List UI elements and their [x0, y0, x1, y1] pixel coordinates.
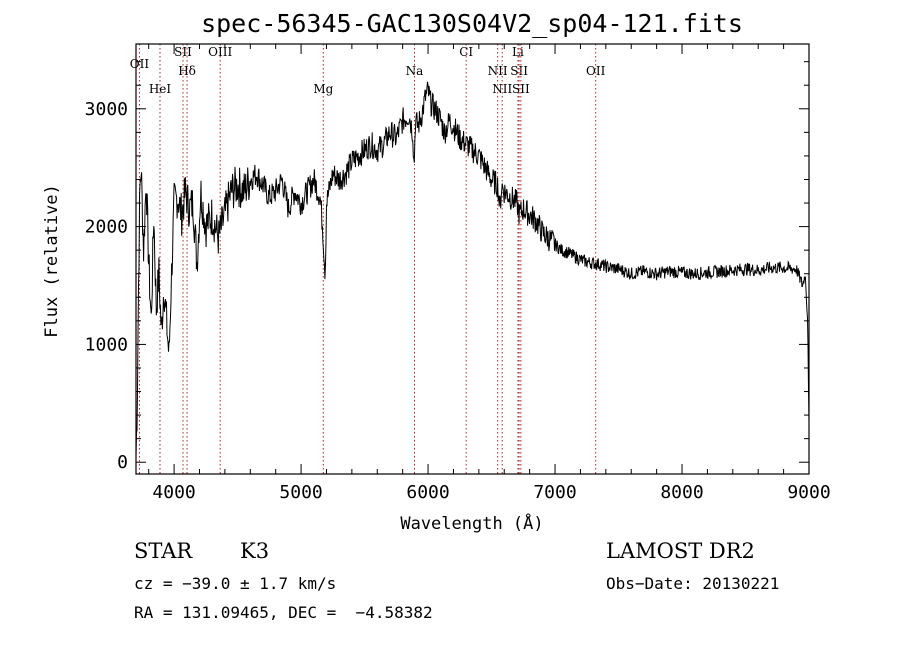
- line-label: NII: [488, 64, 508, 78]
- object-subclass: K3: [240, 539, 270, 563]
- line-label: NII: [492, 82, 512, 96]
- y-axis: 0 1000 2000 3000: [85, 61, 809, 473]
- x-tick-label: 5000: [279, 482, 322, 503]
- line-label: OII: [130, 57, 150, 71]
- line-label: SII: [512, 82, 530, 96]
- line-label: OIII: [208, 45, 232, 59]
- y-tick-label: 1000: [85, 334, 128, 355]
- line-label: CI: [459, 45, 473, 59]
- coordinates: RA = 131.09465, DEC = −4.58382: [134, 603, 433, 622]
- line-label: Hδ: [178, 64, 196, 78]
- line-label: OII: [586, 64, 606, 78]
- line-label: SII: [510, 64, 528, 78]
- y-tick-label: 0: [117, 452, 128, 473]
- line-label: HeI: [149, 82, 172, 96]
- x-tick-label: 9000: [787, 482, 830, 503]
- x-axis: 4000 5000 6000 7000 8000 9000: [148, 44, 831, 503]
- line-label: Mg: [313, 82, 333, 96]
- chart-title: spec-56345-GAC130S04V2_sp04-121.fits: [201, 9, 743, 38]
- x-tick-label: 7000: [533, 482, 576, 503]
- y-axis-label: Flux (relative): [42, 184, 62, 338]
- line-label: SII: [174, 45, 192, 59]
- object-class: STAR: [134, 539, 193, 563]
- x-axis-label: Wavelength (Å): [400, 512, 543, 534]
- y-tick-label: 3000: [85, 99, 128, 120]
- plot-frame: [135, 43, 810, 475]
- redshift-velocity: cz = −39.0 ± 1.7 km/s: [134, 574, 337, 593]
- x-tick-label: 6000: [406, 482, 449, 503]
- line-label: Li: [512, 45, 524, 59]
- survey-name: LAMOST DR2: [606, 539, 755, 563]
- x-tick-label: 4000: [152, 482, 195, 503]
- emission-line-markers: OII HeI SII Hδ OIII Mg Na CI NII NII Li SII SII OII: [130, 44, 606, 474]
- x-tick-label: 8000: [660, 482, 703, 503]
- spectrum-layer: [135, 81, 810, 457]
- spectrum-line: [135, 81, 810, 457]
- y-tick-label: 2000: [85, 217, 128, 238]
- spectrum-chart: spec-56345-GAC130S04V2_sp04-121.fits OII…: [42, 9, 831, 534]
- observation-date: Obs−Date: 20130221: [606, 574, 780, 593]
- line-label: Na: [406, 64, 424, 78]
